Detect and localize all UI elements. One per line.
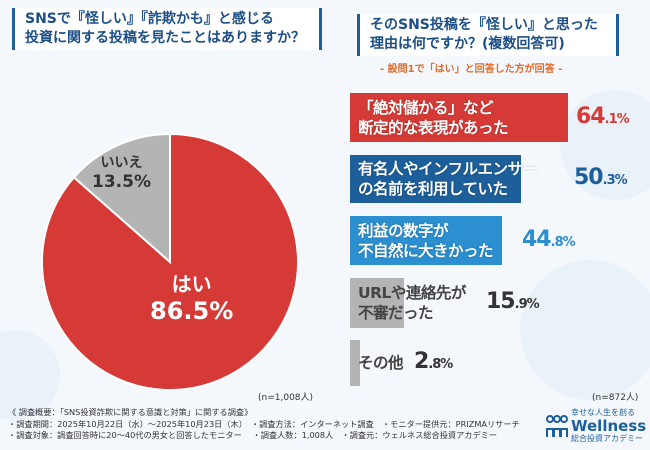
bg-circle <box>520 260 650 400</box>
logo-sub: 総合投資アカデミー <box>571 434 643 443</box>
bar-value-label: 64.1% <box>576 103 630 129</box>
bar: 有名人やインフルエンサー の名前を利用していた <box>350 155 538 203</box>
bar-value-label: 2.8% <box>414 349 453 374</box>
bar-label: URLや連絡先が 不審だった <box>358 284 466 322</box>
pie-label-no: いいえ 13.5% <box>92 155 151 192</box>
bar: 利益の数字が 不自然に大きかった <box>350 216 503 265</box>
right-title: そのSNS投稿を『怪しい』と思った 理由は何ですか？(複数回答可) <box>357 14 619 56</box>
survey-footer: 《 調査概要：「SNS投資詐欺に関する意識と対策」に関する調査》 ・調査期間：20… <box>8 407 520 440</box>
bar: URLや連絡先が 不審だった <box>350 278 466 328</box>
people-logo-icon <box>546 415 568 437</box>
bar-label: 有名人やインフルエンサー の名前を利用していた <box>358 160 538 198</box>
bar: 「絶対儲かる」など 断定的な表現があった <box>350 93 568 142</box>
left-sample-size: (n=1,008人) <box>258 393 314 403</box>
right-sample-size: (n=872人) <box>592 393 639 403</box>
bar-fill <box>350 340 360 386</box>
wellness-logo: 幸せな人生を創る Wellness 総合投資アカデミー <box>546 408 646 444</box>
bar-value-label: 44.8% <box>522 226 576 252</box>
bar-value-label: 15.9% <box>486 289 540 314</box>
left-title: SNSで『怪しい』『詐欺かも』と感じる 投資に関する投稿を見たことはありますか？ <box>12 8 322 50</box>
pie-slice <box>72 132 171 265</box>
pie-label-yes: はい 86.5% <box>150 272 234 325</box>
bar-label: 利益の数字が 不自然に大きかった <box>358 221 494 260</box>
bar-fill <box>350 278 405 328</box>
bar-label: その他 <box>358 354 404 372</box>
bg-circle <box>560 90 650 200</box>
bar-label: 「絶対儲かる」など 断定的な表現があった <box>358 98 509 137</box>
logo-name: Wellness <box>571 417 647 435</box>
right-subtitle: - 設問1で「はい」と回答した方が回答 - <box>380 64 563 75</box>
logo-tagline: 幸せな人生を創る <box>571 408 635 417</box>
bar-value-label: 50.3% <box>574 165 628 190</box>
bar: その他 <box>350 340 404 386</box>
